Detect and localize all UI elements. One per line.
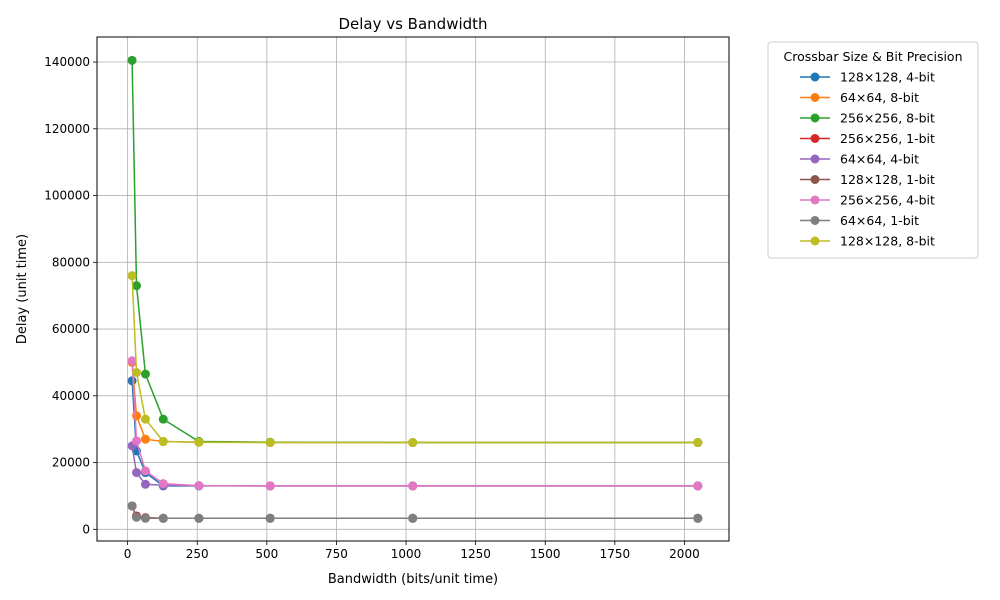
data-point (408, 438, 418, 448)
series-line (131, 275, 698, 444)
data-point (140, 369, 150, 379)
data-point (693, 481, 703, 491)
data-point (132, 411, 142, 421)
x-tick-label: 1000 (391, 547, 422, 561)
x-tick-label: 0 (124, 547, 132, 561)
legend-label: 128×128, 1-bit (840, 172, 935, 187)
legend-marker (810, 154, 820, 164)
legend-item: 256×256, 1-bit (800, 131, 935, 146)
x-tick-label: 500 (255, 547, 278, 561)
data-point (265, 438, 275, 448)
legend-label: 64×64, 8-bit (840, 90, 919, 105)
legend-item: 128×128, 8-bit (800, 234, 935, 249)
legend-item: 256×256, 8-bit (800, 111, 935, 126)
legend-item: 128×128, 4-bit (800, 70, 935, 85)
data-point (158, 513, 168, 523)
data-point (140, 434, 150, 444)
data-point (132, 281, 142, 291)
series-9 (127, 271, 703, 448)
data-point (127, 376, 137, 386)
legend-label: 256×256, 4-bit (840, 193, 935, 208)
legend-marker (810, 175, 820, 184)
data-point (140, 513, 150, 523)
data-point (158, 437, 168, 447)
legend-marker (810, 195, 820, 205)
x-tick-label: 2000 (669, 547, 700, 561)
data-point (127, 501, 137, 511)
data-point (127, 271, 137, 281)
x-tick-label: 1250 (460, 547, 491, 561)
legend-item: 64×64, 4-bit (800, 152, 919, 167)
data-point (132, 436, 142, 446)
y-tick-label: 20000 (52, 456, 90, 470)
series-7 (127, 356, 703, 491)
legend-item: 64×64, 8-bit (800, 90, 919, 105)
data-point (408, 481, 418, 491)
y-tick-label: 120000 (44, 122, 90, 136)
x-axis-title: Bandwidth (bits/unit time) (328, 572, 498, 587)
series-8 (127, 501, 703, 523)
data-point (408, 513, 418, 523)
series-line (131, 360, 698, 487)
legend-marker (810, 72, 820, 82)
legend-marker (810, 113, 820, 123)
legend-label: 64×64, 4-bit (840, 152, 919, 167)
plot-frame (96, 36, 730, 542)
y-tick-label: 0 (82, 522, 90, 536)
data-point (265, 513, 275, 523)
x-tick-label: 1500 (530, 547, 561, 561)
legend: Crossbar Size & Bit Precision 128×128, 4… (767, 41, 979, 259)
y-tick-label: 40000 (52, 389, 90, 403)
legend-item: 128×128, 1-bit (800, 172, 935, 187)
data-point (127, 55, 137, 65)
data-point (194, 437, 204, 447)
legend-item: 256×256, 4-bit (800, 193, 935, 208)
legend-label: 128×128, 8-bit (840, 234, 935, 249)
axis-ticks: 0 250 500 750 1000 1250 1500 1750 20000200004000… (44, 55, 700, 561)
series-lines (127, 55, 703, 523)
legend-frame (767, 41, 979, 259)
x-tick-label: 750 (325, 547, 348, 561)
legend-label: 256×256, 8-bit (840, 111, 935, 126)
legend-label: 128×128, 4-bit (840, 70, 935, 85)
data-point (194, 481, 204, 491)
x-tick-label: 250 (186, 547, 209, 561)
legend-marker (810, 93, 820, 102)
x-tick-label: 1750 (600, 547, 631, 561)
legend-label: 256×256, 1-bit (840, 131, 935, 146)
data-point (132, 468, 142, 478)
y-tick-label: 140000 (44, 55, 90, 69)
data-point (693, 438, 703, 448)
data-point (158, 414, 168, 424)
legend-marker (810, 236, 820, 246)
legend-item: 64×64, 1-bit (800, 213, 919, 228)
data-point (140, 466, 150, 476)
legend-items: 128×128, 4-bit 64×64, 8-bit 256×256, 8-bit… (800, 70, 935, 249)
data-point (158, 479, 168, 489)
legend-title: Crossbar Size & Bit Precision (783, 49, 962, 64)
data-point (265, 481, 275, 491)
data-point (140, 414, 150, 424)
data-point (127, 356, 137, 366)
y-tick-label: 80000 (52, 255, 90, 269)
grid (97, 37, 729, 541)
y-tick-label: 60000 (52, 322, 90, 336)
chart-title: Delay vs Bandwidth (338, 15, 487, 33)
data-point (194, 513, 204, 523)
legend-label: 64×64, 1-bit (840, 213, 919, 228)
legend-marker (810, 134, 820, 143)
data-point (693, 513, 703, 523)
legend-marker (810, 216, 820, 225)
y-tick-label: 100000 (44, 189, 90, 203)
data-point (140, 479, 150, 489)
y-axis-title: Delay (unit time) (15, 234, 30, 344)
data-point (132, 512, 142, 522)
data-point (132, 367, 142, 377)
